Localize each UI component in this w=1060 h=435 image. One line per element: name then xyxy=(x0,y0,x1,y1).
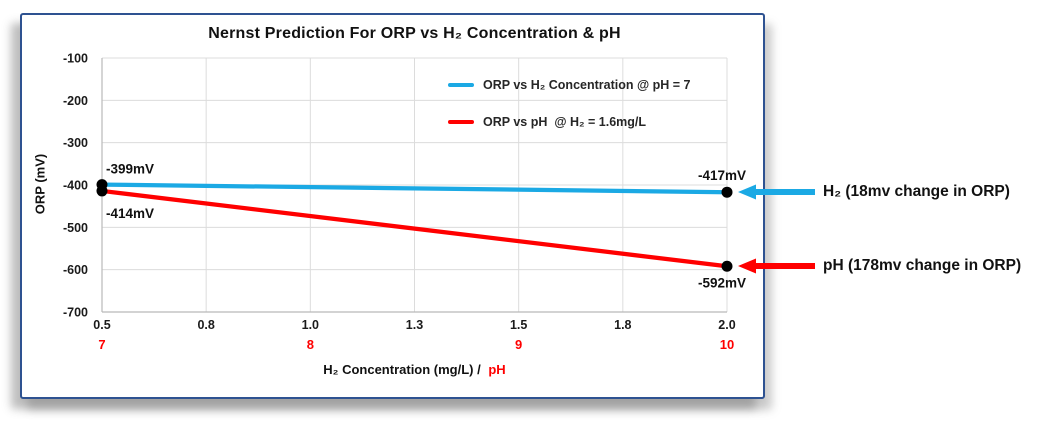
x-tick-label: 0.8 xyxy=(197,318,214,332)
ph-tick-label: 9 xyxy=(515,337,522,352)
x-tick-label: 2.0 xyxy=(718,318,735,332)
series-line-0 xyxy=(99,182,730,195)
legend-item-h2: ORP vs H₂ Concentration @ pH = 7 xyxy=(448,75,690,95)
legend-line-swatch-blue-icon xyxy=(448,83,474,87)
y-tick-label: -400 xyxy=(63,179,88,193)
x-tick-label: 1.8 xyxy=(614,318,631,332)
legend-label-ph: ORP vs pH @ H₂ = 1.6mg/L xyxy=(483,115,647,129)
annotation-ph: pH (178mv change in ORP) xyxy=(737,256,1021,276)
y-tick-label: -700 xyxy=(63,306,88,320)
arrow-left-blue-icon xyxy=(738,184,815,200)
arrow-left-red-icon xyxy=(738,258,815,274)
x-axis-title-ph: pH xyxy=(488,362,506,377)
y-tick-label: -300 xyxy=(63,136,88,150)
chart-box: Nernst Prediction For ORP vs H₂ Concentr… xyxy=(20,13,765,399)
ph-tick-label: 10 xyxy=(720,337,734,352)
y-tick-label: -500 xyxy=(63,221,88,235)
annotation-ph-label: pH (178mv change in ORP) xyxy=(823,257,1022,275)
chart-title: Nernst Prediction For ORP vs H₂ Concentr… xyxy=(208,25,621,42)
x-tick-label: 1.0 xyxy=(302,318,319,332)
plot-area: -100 -200 -300 -400 -500 -600 -700 0.5 7 0.8 1.0 8 1… xyxy=(63,52,746,353)
legend-line-swatch-red-icon xyxy=(448,120,474,124)
series-line-1 xyxy=(99,188,730,269)
y-tick-label: -200 xyxy=(63,94,88,108)
x-tick-label: 0.5 xyxy=(93,318,110,332)
ph-tick-label: 8 xyxy=(307,337,314,352)
ph-tick-label: 7 xyxy=(98,337,105,352)
y-tick-label: -100 xyxy=(63,52,88,66)
data-point-label: -417mV xyxy=(698,168,746,183)
data-point xyxy=(721,186,733,198)
y-tick-label: -600 xyxy=(63,263,88,277)
annotation-h2: H₂ (18mv change in ORP) xyxy=(737,182,1010,202)
data-point xyxy=(96,185,108,197)
legend-label-h2: ORP vs H₂ Concentration @ pH = 7 xyxy=(483,78,691,92)
x-axis-title: H₂ Concentration (mg/L) / pH xyxy=(102,362,727,377)
x-tick-label: 1.5 xyxy=(510,318,527,332)
data-point-label: -414mV xyxy=(106,206,154,221)
y-axis-title: ORP (mV) xyxy=(32,153,48,215)
legend: ORP vs H₂ Concentration @ pH = 7 ORP vs … xyxy=(448,75,690,149)
data-point xyxy=(721,260,733,272)
legend-item-ph: ORP vs pH @ H₂ = 1.6mg/L xyxy=(448,112,690,132)
data-point-label: -399mV xyxy=(106,162,154,177)
annotation-h2-label: H₂ (18mv change in ORP) xyxy=(823,183,1010,201)
x-axis-title-main: H₂ Concentration (mg/L) / xyxy=(323,362,481,377)
x-tick-label: 1.3 xyxy=(406,318,423,332)
data-point-label: -592mV xyxy=(698,275,746,290)
